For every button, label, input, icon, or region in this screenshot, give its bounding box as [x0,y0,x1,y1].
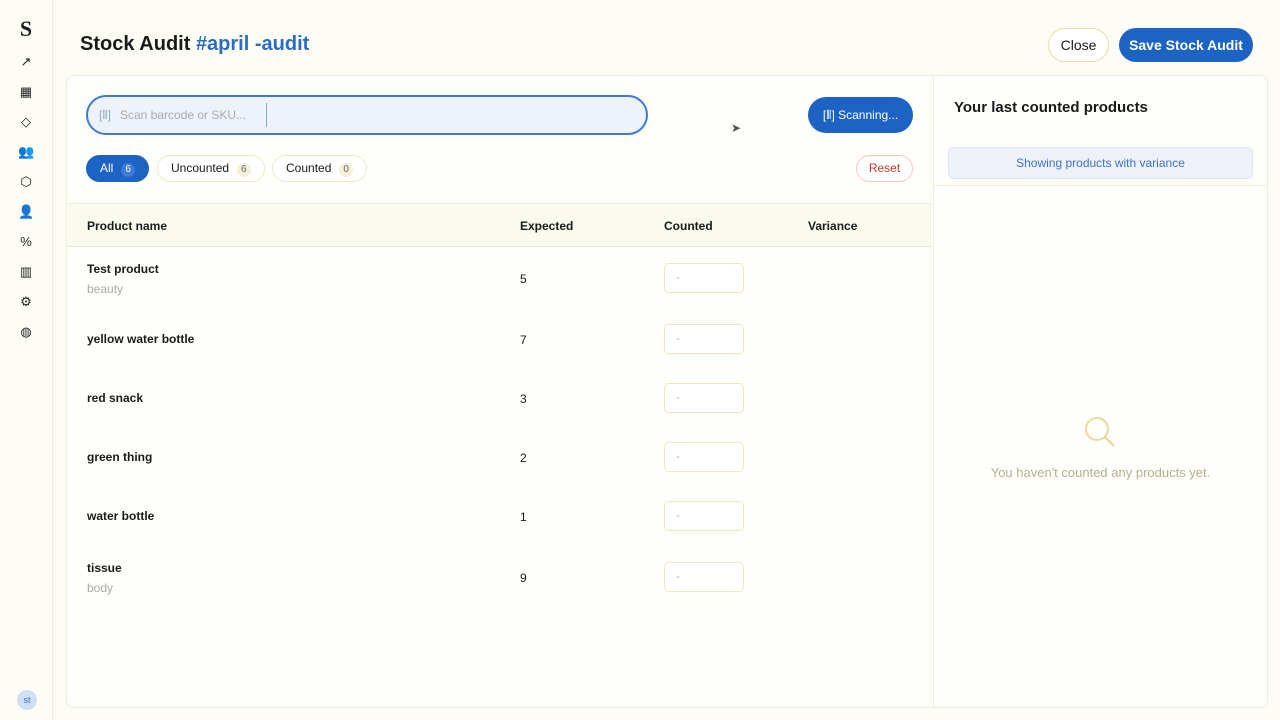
expected-qty: 1 [520,510,527,524]
counted-input[interactable]: - [664,383,744,413]
sidebar: S ↗ ▦ ◇ 👥 ⬡ 👤% ▥ ⚙ ◍ st [0,0,53,720]
counted-input[interactable]: - [664,263,744,293]
variance-filter-toggle[interactable]: Showing products with variance [948,147,1253,179]
product-name: tissue [87,561,122,575]
title-text: Stock Audit [80,33,191,55]
expected-qty: 7 [520,333,527,347]
product-name: yellow water bottle [87,332,195,346]
table-header: Product name Expected Counted Variance [67,203,932,247]
logo: S [19,16,33,41]
filter-count: 6 [121,163,135,177]
filter-all[interactable]: All 6 [86,155,149,182]
page-title: Stock Audit #april -audit [80,33,309,56]
scanning-button[interactable]: [⦀] Scanning... [808,97,913,133]
last-counted-title: Your last counted products [954,99,1148,116]
reset-button[interactable]: Reset [856,155,913,182]
right-panel [933,75,1268,708]
users-icon[interactable]: 👥 [18,144,35,159]
product-name: red snack [87,391,144,405]
barcode-icon: [⦀] [99,108,111,122]
filter-count: 0 [339,163,353,177]
audit-tag: #april -audit [195,33,310,55]
globe-icon[interactable]: ◍ [20,324,32,339]
expected-qty: 9 [520,571,527,585]
filter-counted[interactable]: Counted 0 [272,155,367,182]
user-check-icon[interactable]: 👤 [18,204,35,219]
box-icon[interactable]: ⬡ [20,174,32,189]
expected-qty: 5 [520,272,527,286]
barcode-icon: [⦀] [822,108,835,122]
col-variance: Variance [808,219,858,233]
empty-state-text: You haven't counted any products yet. [990,465,1211,480]
scan-input[interactable]: [⦀] Scan barcode or SKU... [86,95,648,135]
expected-qty: 2 [520,451,527,465]
trending-icon[interactable]: ↗ [20,54,32,69]
text-cursor [266,103,267,127]
filter-label: Counted [286,161,332,175]
search-icon [1085,417,1115,447]
col-counted: Counted [664,219,713,233]
counted-input[interactable]: - [664,501,744,531]
avatar[interactable]: st [17,690,37,710]
mouse-pointer-icon: ➤ [731,121,742,135]
tag-icon[interactable]: ◇ [21,114,31,129]
product-name: Test product [87,262,159,276]
gear-icon[interactable]: ⚙ [20,294,32,309]
close-button[interactable]: Close [1048,28,1109,62]
filter-count: 6 [237,163,251,177]
filter-uncounted[interactable]: Uncounted 6 [157,155,265,182]
product-name: green thing [87,450,153,464]
bar-chart-icon[interactable]: ▥ [19,264,33,279]
sidebar-nav: ↗ ▦ ◇ 👥 ⬡ 👤% ▥ ⚙ ◍ [18,54,34,340]
product-category: body [87,581,114,595]
calendar-icon[interactable]: ▦ [19,84,33,99]
counted-input[interactable]: - [664,562,744,592]
divider [934,185,1267,186]
percent-icon[interactable]: % [20,234,32,249]
counted-input[interactable]: - [664,324,744,354]
product-category: beauty [87,282,124,296]
col-expected: Expected [520,219,574,233]
scan-placeholder: Scan barcode or SKU... [120,108,247,122]
col-product-name: Product name [87,219,168,233]
expected-qty: 3 [520,392,527,406]
save-stock-audit-button[interactable]: Save Stock Audit [1119,28,1253,62]
filter-label: All [100,161,114,175]
product-name: water bottle [87,509,155,523]
scanning-label: Scanning... [838,108,899,122]
filter-label: Uncounted [171,161,230,175]
counted-input[interactable]: - [664,442,744,472]
